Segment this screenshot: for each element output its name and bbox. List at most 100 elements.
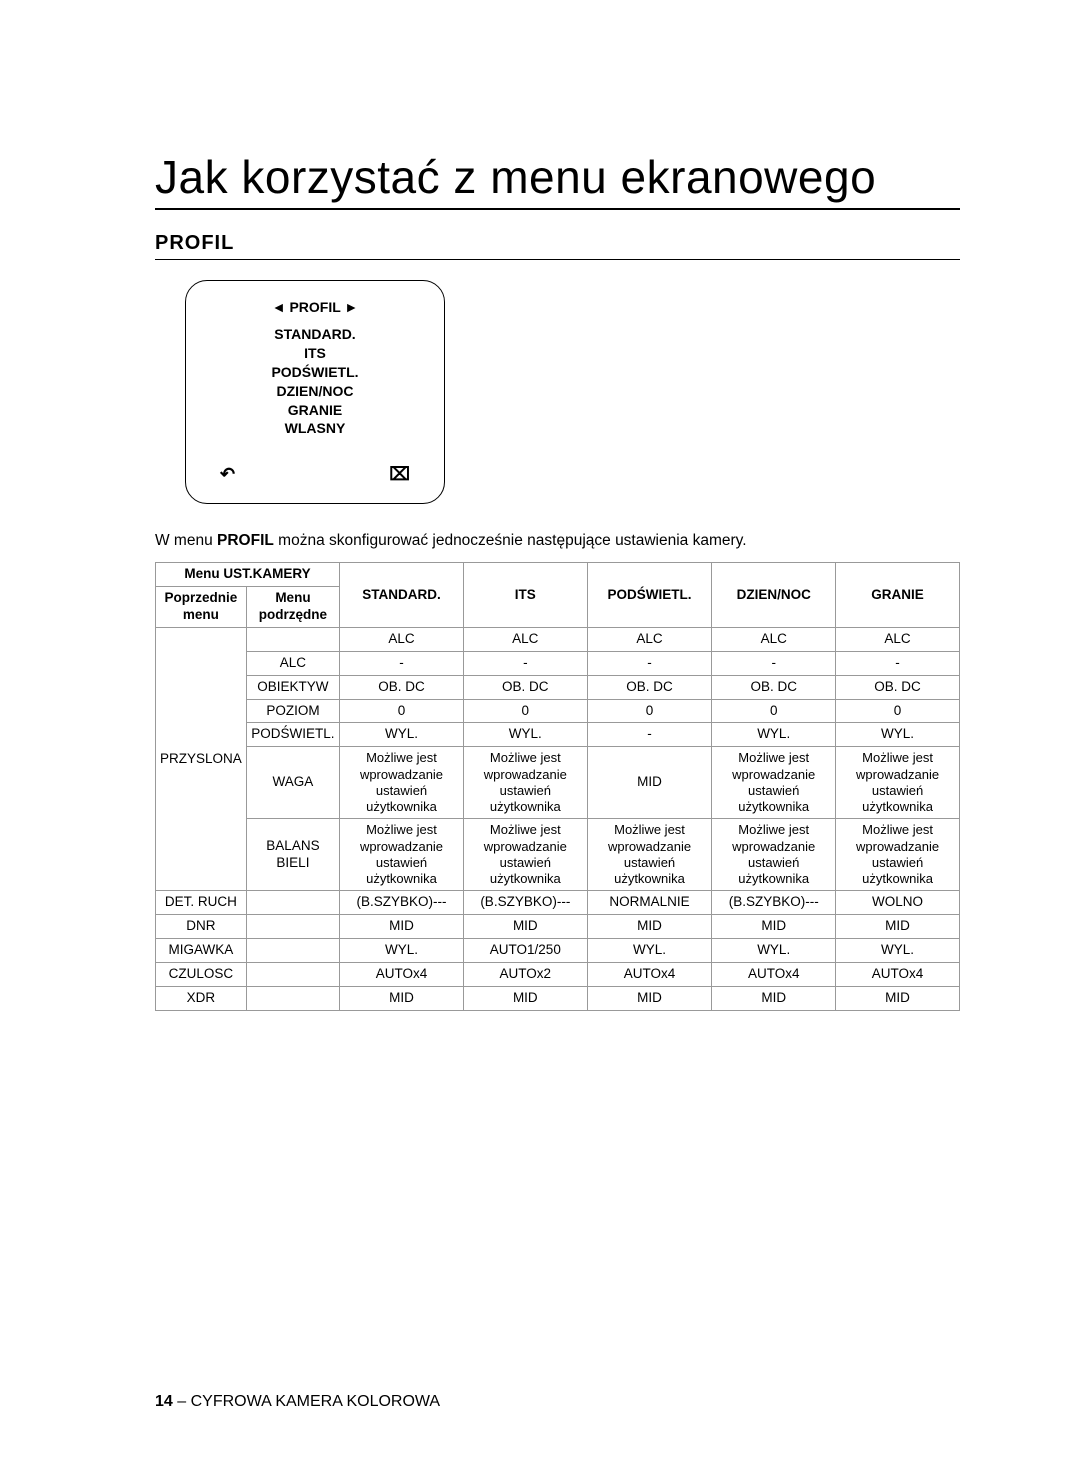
back-icon: ↶: [220, 464, 235, 485]
table-row: XDR MID MID MID MID MID: [156, 986, 960, 1010]
cell-val: WYL.: [463, 723, 587, 747]
cell-val: (B.SZYBKO)---: [463, 891, 587, 915]
close-icon: ⌧: [389, 464, 410, 485]
cell-val: MID: [340, 915, 464, 939]
table-row: ALC - - - - -: [156, 651, 960, 675]
cell-val: OB. DC: [340, 675, 464, 699]
cell-sub: ALC: [246, 651, 339, 675]
header-standard: STANDARD.: [340, 563, 464, 628]
cell-val: OB. DC: [463, 675, 587, 699]
cell-czulosc: CZULOSC: [156, 962, 247, 986]
cell-sub: PODŚWIETL.: [246, 723, 339, 747]
cell-val: Możliwe jest wprowadzanie ustawień użytk…: [463, 747, 587, 819]
cell-val: MID: [712, 915, 836, 939]
table-row: PRZYSLONA ALC ALC ALC ALC ALC: [156, 627, 960, 651]
header-ust: Menu UST.KAMERY: [156, 563, 340, 587]
cell-val: AUTOx4: [340, 962, 464, 986]
cell-val: ALC: [587, 627, 712, 651]
cell-val: ALC: [340, 627, 464, 651]
table-row: CZULOSC AUTOx4 AUTOx2 AUTOx4 AUTOx4 AUTO…: [156, 962, 960, 986]
description-text: W menu PROFIL można skonfigurować jednoc…: [155, 532, 960, 550]
cell-sub: WAGA: [246, 747, 339, 819]
cell-val: WYL.: [587, 939, 712, 963]
cell-val: Możliwe jest wprowadzanie ustawień użytk…: [587, 819, 712, 891]
cell-val: (B.SZYBKO)---: [340, 891, 464, 915]
cell-val: ALC: [463, 627, 587, 651]
cell-val: OB. DC: [587, 675, 712, 699]
cell-dnr: DNR: [156, 915, 247, 939]
cell-val: NORMALNIE: [587, 891, 712, 915]
cell-val: Możliwe jest wprowadzanie ustawień użytk…: [463, 819, 587, 891]
cell-sub: [246, 962, 339, 986]
cell-val: AUTOx4: [712, 962, 836, 986]
cell-sub: [246, 986, 339, 1010]
cell-val: MID: [836, 986, 960, 1010]
cell-val: 0: [463, 699, 587, 723]
cell-val: -: [712, 651, 836, 675]
cell-val: Możliwe jest wprowadzanie ustawień użytk…: [340, 747, 464, 819]
cell-sub: OBIEKTYW: [246, 675, 339, 699]
osd-title: ◄ PROFIL ►: [206, 299, 424, 315]
table-row: DNR MID MID MID MID MID: [156, 915, 960, 939]
cell-val: WYL.: [836, 939, 960, 963]
cell-val: Możliwe jest wprowadzanie ustawień użytk…: [712, 747, 836, 819]
cell-val: MID: [587, 986, 712, 1010]
section-heading: PROFIL: [155, 232, 960, 260]
header-sub: Menupodrzędne: [246, 587, 339, 628]
table-row: Menu UST.KAMERY STANDARD. ITS PODŚWIETL.…: [156, 563, 960, 587]
cell-val: 0: [836, 699, 960, 723]
cell-val: AUTOx2: [463, 962, 587, 986]
cell-val: Możliwe jest wprowadzanie ustawień użytk…: [340, 819, 464, 891]
cell-sub: [246, 891, 339, 915]
cell-val: MID: [463, 915, 587, 939]
cell-val: WYL.: [340, 939, 464, 963]
table-row: BALANS BIELI Możliwe jest wprowadzanie u…: [156, 819, 960, 891]
cell-val: 0: [587, 699, 712, 723]
cell-sub: [246, 627, 339, 651]
cell-przyslona: PRZYSLONA: [156, 627, 247, 890]
cell-val: Możliwe jest wprowadzanie ustawień użytk…: [836, 747, 960, 819]
cell-val: 0: [340, 699, 464, 723]
cell-val: ALC: [836, 627, 960, 651]
cell-val: -: [463, 651, 587, 675]
cell-val: OB. DC: [712, 675, 836, 699]
header-podswietl: PODŚWIETL.: [587, 563, 712, 628]
header-its: ITS: [463, 563, 587, 628]
cell-val: (B.SZYBKO)---: [712, 891, 836, 915]
cell-val: WYL.: [340, 723, 464, 747]
cell-val: OB. DC: [836, 675, 960, 699]
cell-val: AUTOx4: [836, 962, 960, 986]
cell-sub: [246, 915, 339, 939]
cell-sub: [246, 939, 339, 963]
cell-val: WYL.: [712, 723, 836, 747]
cell-val: -: [587, 651, 712, 675]
cell-sub: BALANS BIELI: [246, 819, 339, 891]
table-row: DET. RUCH (B.SZYBKO)--- (B.SZYBKO)--- NO…: [156, 891, 960, 915]
header-prev: Poprzedniemenu: [156, 587, 247, 628]
cell-val: AUTO1/250: [463, 939, 587, 963]
cell-val: MID: [587, 915, 712, 939]
table-row: WAGA Możliwe jest wprowadzanie ustawień …: [156, 747, 960, 819]
cell-val: WYL.: [712, 939, 836, 963]
cell-val: Możliwe jest wprowadzanie ustawień użytk…: [836, 819, 960, 891]
header-granie: GRANIE: [836, 563, 960, 628]
table-row: MIGAWKA WYL. AUTO1/250 WYL. WYL. WYL.: [156, 939, 960, 963]
cell-val: AUTOx4: [587, 962, 712, 986]
cell-val: ALC: [712, 627, 836, 651]
cell-val: MID: [340, 986, 464, 1010]
page-title: Jak korzystać z menu ekranowego: [155, 150, 960, 210]
cell-val: MID: [463, 986, 587, 1010]
cell-sub: POZIOM: [246, 699, 339, 723]
cell-val: MID: [587, 747, 712, 819]
cell-val: -: [836, 651, 960, 675]
table-row: PODŚWIETL. WYL. WYL. - WYL. WYL.: [156, 723, 960, 747]
table-row: OBIEKTYW OB. DC OB. DC OB. DC OB. DC OB.…: [156, 675, 960, 699]
cell-val: WOLNO: [836, 891, 960, 915]
table-row: POZIOM 0 0 0 0 0: [156, 699, 960, 723]
cell-val: MID: [836, 915, 960, 939]
page-footer: 14 – CYFROWA KAMERA KOLOROWA: [155, 1393, 440, 1411]
osd-menu-items: STANDARD. ITS PODŚWIETL. DZIEN/NOC GRANI…: [206, 325, 424, 438]
cell-val: 0: [712, 699, 836, 723]
cell-detruch: DET. RUCH: [156, 891, 247, 915]
cell-migawka: MIGAWKA: [156, 939, 247, 963]
